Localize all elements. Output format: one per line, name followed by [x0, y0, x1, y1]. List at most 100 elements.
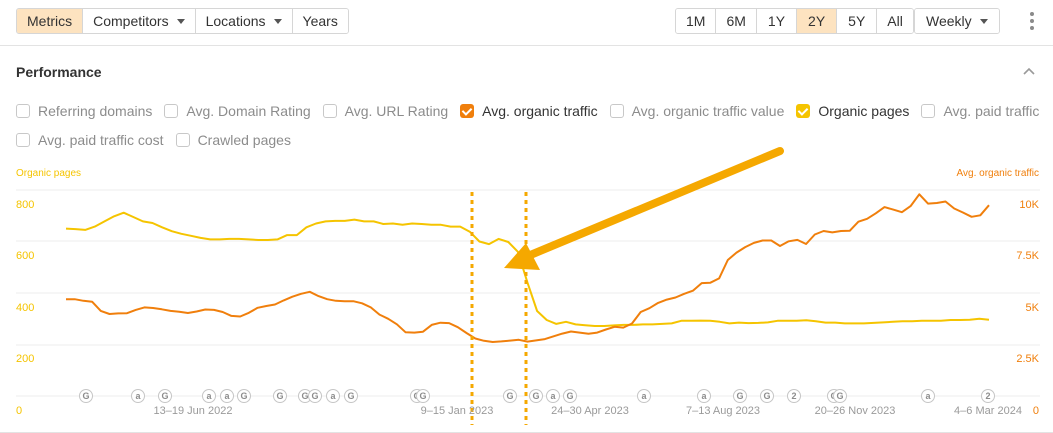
checkbox-unchecked-icon[interactable] — [164, 104, 179, 118]
chevron-up-icon[interactable] — [1023, 66, 1035, 76]
ahrefs-annotation-marker-icon[interactable]: a — [326, 389, 340, 403]
x-tick: 9–15 Jan 2023 — [420, 405, 494, 417]
metric-label: Avg. Domain Rating — [186, 103, 311, 119]
left-y-tick: 200 — [16, 353, 35, 365]
range-all-button[interactable]: All — [877, 9, 913, 33]
right-y-tick: 10K — [1019, 199, 1039, 211]
google-update-marker-icon[interactable]: G — [237, 389, 251, 403]
metric-label: Avg. URL Rating — [344, 103, 449, 119]
metric-label: Crawled pages — [197, 132, 291, 148]
ahrefs-annotation-marker-icon[interactable]: a — [697, 389, 711, 403]
right-y-tick: 2.5K — [1016, 353, 1039, 365]
caret-down-icon — [273, 18, 282, 24]
checkbox-unchecked-icon[interactable] — [16, 133, 30, 147]
toolbar: Metrics Competitors Locations Years 1M 6… — [16, 8, 1037, 34]
metric-label: Avg. organic traffic value — [631, 103, 785, 119]
interval-label: Weekly — [926, 13, 972, 29]
range-button-group: 1M 6M 1Y 2Y 5Y All — [675, 8, 914, 34]
checkbox-unchecked-icon[interactable] — [609, 104, 624, 118]
x-tick: 4–6 Mar 2024 — [954, 405, 1022, 417]
interval-dropdown[interactable]: Weekly — [915, 9, 999, 33]
google-update-marker-icon[interactable]: G — [158, 389, 172, 403]
metric-label: Organic pages — [818, 103, 910, 119]
google-update-marker-icon[interactable]: G — [760, 389, 774, 403]
metric-toggle-avg-paid-traffic-cost[interactable]: Avg. paid traffic cost — [16, 132, 164, 148]
checkbox-unchecked-icon[interactable] — [16, 104, 30, 118]
google-update-marker-icon[interactable]: G — [344, 389, 358, 403]
range-5y-button[interactable]: 5Y — [837, 9, 878, 33]
locations-dropdown[interactable]: Locations — [195, 9, 293, 33]
kebab-vertical-icon[interactable] — [1027, 12, 1037, 30]
checkbox-unchecked-icon[interactable] — [921, 104, 936, 118]
metric-toggle-crawled-pages[interactable]: Crawled pages — [175, 132, 291, 148]
right-y-tick: 0 — [1032, 405, 1039, 417]
section-title: Performance — [16, 64, 102, 80]
interval-dropdown-wrap: Weekly — [914, 8, 1000, 34]
range-6m-button[interactable]: 6M — [716, 9, 757, 33]
caret-down-icon — [176, 18, 185, 24]
competitors-label: Competitors — [93, 13, 169, 29]
divider — [0, 45, 1053, 46]
ahrefs-annotation-marker-icon[interactable]: a — [921, 389, 935, 403]
caret-down-icon — [979, 18, 988, 24]
metrics-label: Metrics — [27, 13, 73, 29]
google-update-marker-icon[interactable]: G — [273, 389, 287, 403]
right-axis-title: Avg. organic traffic — [956, 168, 1039, 179]
checkbox-unchecked-icon[interactable] — [175, 133, 190, 147]
multi-event-marker-icon[interactable]: 2 — [981, 389, 995, 403]
left-y-tick: 0 — [16, 405, 23, 417]
metric-toggle-avg-url-rating[interactable]: Avg. URL Rating — [322, 103, 449, 119]
google-update-marker-icon[interactable]: G — [563, 389, 577, 403]
right-y-tick: 5K — [1025, 302, 1039, 314]
ahrefs-annotation-marker-icon[interactable]: a — [546, 389, 560, 403]
left-y-tick: 800 — [16, 199, 35, 211]
ahrefs-annotation-marker-icon[interactable]: a — [220, 389, 234, 403]
metric-label: Referring domains — [38, 103, 153, 119]
x-tick: 13–19 Jun 2022 — [153, 405, 233, 417]
metric-toggle-avg-paid-traffic[interactable]: Avg. paid traffic — [921, 103, 1039, 119]
years-tab[interactable]: Years — [292, 9, 348, 33]
left-axis-title: Organic pages — [16, 168, 82, 179]
metric-row-2: Avg. paid traffic cost Crawled pages — [16, 130, 1053, 150]
range-label: 1M — [686, 13, 706, 29]
left-y-tick: 600 — [16, 250, 35, 262]
left-y-tick: 400 — [16, 302, 35, 314]
competitors-dropdown[interactable]: Competitors — [83, 9, 196, 33]
metric-label: Avg. organic traffic — [482, 103, 598, 119]
metric-label: Avg. paid traffic cost — [38, 132, 164, 148]
google-update-marker-icon[interactable]: G — [416, 389, 430, 403]
years-label: Years — [302, 13, 338, 29]
right-y-tick: 7.5K — [1016, 250, 1039, 262]
range-label: 6M — [726, 13, 746, 29]
range-1y-button[interactable]: 1Y — [756, 9, 798, 33]
metrics-tab[interactable]: Metrics — [17, 9, 84, 33]
google-update-marker-icon[interactable]: G — [308, 389, 322, 403]
metric-toggle-avg-organic-traffic[interactable]: Avg. organic traffic — [460, 103, 598, 119]
x-tick: 7–13 Aug 2023 — [685, 405, 761, 417]
checkbox-unchecked-icon[interactable] — [322, 104, 337, 118]
x-tick: 20–26 Nov 2023 — [814, 405, 896, 417]
metric-toggle-referring-domains[interactable]: Referring domains — [16, 103, 152, 119]
google-update-marker-icon[interactable]: G — [529, 389, 543, 403]
metric-toggle-avg-organic-traffic-value[interactable]: Avg. organic traffic value — [609, 103, 785, 119]
multi-event-marker-icon[interactable]: 2 — [787, 389, 801, 403]
metric-label: Avg. paid traffic — [943, 103, 1040, 119]
x-tick: 24–30 Apr 2023 — [551, 405, 629, 417]
ahrefs-annotation-marker-icon[interactable]: a — [131, 389, 145, 403]
google-update-marker-icon[interactable]: G — [503, 389, 517, 403]
range-label: All — [887, 13, 903, 29]
google-update-marker-icon[interactable]: G — [833, 389, 847, 403]
metric-toggle-avg-domain-rating[interactable]: Avg. Domain Rating — [164, 103, 311, 119]
metric-toggle-organic-pages[interactable]: Organic pages — [796, 103, 909, 119]
google-update-marker-icon[interactable]: G — [733, 389, 747, 403]
ahrefs-annotation-marker-icon[interactable]: a — [202, 389, 216, 403]
gridlines — [16, 189, 1040, 397]
google-update-marker-icon[interactable]: G — [79, 389, 93, 403]
range-1m-button[interactable]: 1M — [676, 9, 717, 33]
locations-label: Locations — [205, 13, 266, 29]
ahrefs-annotation-marker-icon[interactable]: a — [637, 389, 651, 403]
metric-row-1: Referring domains Avg. Domain Rating Avg. … — [16, 101, 1053, 121]
range-2y-button[interactable]: 2Y — [797, 9, 838, 33]
checkbox-checked-icon[interactable] — [460, 104, 475, 118]
checkbox-checked-icon[interactable] — [796, 104, 811, 118]
